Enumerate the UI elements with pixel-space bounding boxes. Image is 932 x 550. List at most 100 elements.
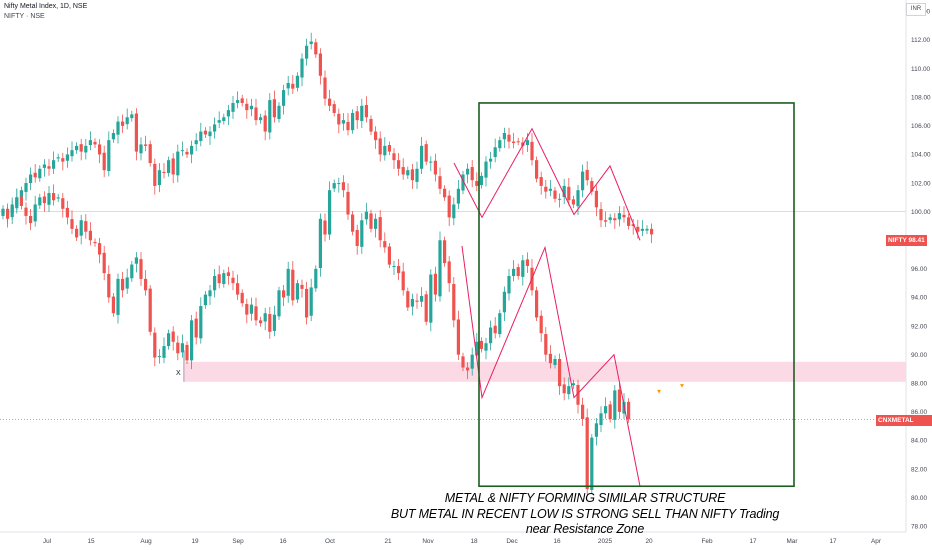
metal-candle [567, 377, 571, 400]
candle-body [622, 214, 626, 218]
candle-body [604, 220, 608, 222]
metal-candle [277, 286, 281, 320]
metal-candle [493, 317, 497, 339]
candle-body [590, 181, 594, 192]
metal-candle [84, 214, 88, 239]
nifty-candle [190, 140, 194, 164]
candle-body [107, 140, 111, 172]
nifty-candle [341, 113, 345, 131]
candle-body [24, 207, 28, 216]
nifty-candle [213, 117, 217, 139]
candle-body [525, 140, 529, 146]
candle-body [208, 290, 212, 297]
candle-body [314, 268, 318, 289]
candle-body [75, 145, 79, 151]
x-tick-label: Apr [871, 538, 882, 545]
candle-body [130, 264, 134, 279]
candle-body [410, 298, 414, 307]
candle-body [300, 284, 304, 289]
candle-body [305, 288, 309, 318]
nifty-candle [286, 75, 290, 96]
candle-body [489, 158, 493, 162]
nifty-candle [134, 108, 138, 161]
candle-body [144, 144, 148, 146]
candle-body [226, 110, 230, 117]
candle-body [512, 141, 516, 144]
candle-body [259, 117, 263, 121]
candle-body [479, 175, 483, 186]
metal-candle [171, 326, 175, 351]
candle-body [171, 331, 175, 342]
metal-candle [337, 177, 341, 193]
candle-body [351, 112, 355, 131]
candle-body [516, 267, 520, 277]
candle-body [567, 386, 571, 395]
metal-candle [544, 327, 548, 362]
nifty-candle [56, 153, 60, 163]
nifty-candle [236, 91, 240, 109]
nifty-candle [424, 140, 428, 166]
annotation-line-1: METAL & NIFTY FORMING SIMILAR STRUCTURE [444, 491, 726, 505]
nifty-candle [535, 156, 539, 183]
candle-body [401, 271, 405, 291]
candle-body [125, 277, 129, 289]
metal-badge-label: CNXMETAL [878, 417, 914, 424]
candle-body [70, 150, 74, 157]
candle-body [93, 241, 97, 244]
candle-body [581, 171, 585, 191]
candle-body [475, 181, 479, 186]
metal-candle [139, 252, 143, 286]
nifty-candle [93, 138, 97, 149]
metal-candle [539, 310, 543, 342]
candle-body [447, 195, 451, 218]
nifty-candle [98, 139, 102, 164]
candle-body [240, 98, 244, 103]
metal-candle [93, 238, 97, 247]
marker-layer [657, 384, 684, 394]
nifty-candle [369, 115, 373, 136]
candle-body [139, 144, 143, 154]
metal-candle [162, 337, 166, 364]
candle-body [535, 290, 539, 318]
nifty-candle [470, 160, 474, 188]
y-tick-label: 90.00 [911, 352, 927, 359]
candle-body [332, 183, 336, 189]
metal-candle [516, 263, 520, 280]
candle-body [231, 277, 235, 284]
candle-body [558, 358, 562, 387]
candle-body [424, 294, 428, 322]
y-tick-label: 110.00 [911, 66, 931, 73]
candle-body [286, 268, 290, 296]
nifty-candle [263, 110, 267, 141]
candle-body [24, 183, 28, 192]
x-tick-label: Aug [140, 538, 152, 545]
currency-label[interactable]: INR [906, 3, 926, 16]
candle-body [42, 164, 46, 168]
metal-candle [70, 210, 74, 235]
candle-body [397, 160, 401, 169]
metal-candle [498, 309, 502, 338]
nifty-candle [631, 218, 635, 235]
candle-body [374, 218, 378, 229]
x-tick-label: 21 [384, 538, 392, 545]
candle-body [121, 121, 125, 126]
metal-candle [217, 265, 221, 289]
y-tick-label: 102.00 [911, 180, 931, 187]
nifty-candle [226, 104, 230, 126]
candle-body [604, 406, 608, 414]
candle-body [33, 172, 37, 178]
metal-candle [470, 347, 474, 376]
candle-body [162, 346, 166, 358]
candle-body [594, 190, 598, 208]
signal-marker [657, 389, 661, 394]
nifty-candle [410, 164, 414, 189]
candle-body [190, 320, 194, 361]
nifty-candle [318, 48, 322, 85]
metal-candle [410, 293, 414, 316]
candle-body [134, 257, 138, 264]
candle-body [263, 313, 267, 322]
candle-body [314, 42, 318, 55]
candles-layer [1, 32, 654, 495]
nifty-candle [622, 206, 626, 223]
